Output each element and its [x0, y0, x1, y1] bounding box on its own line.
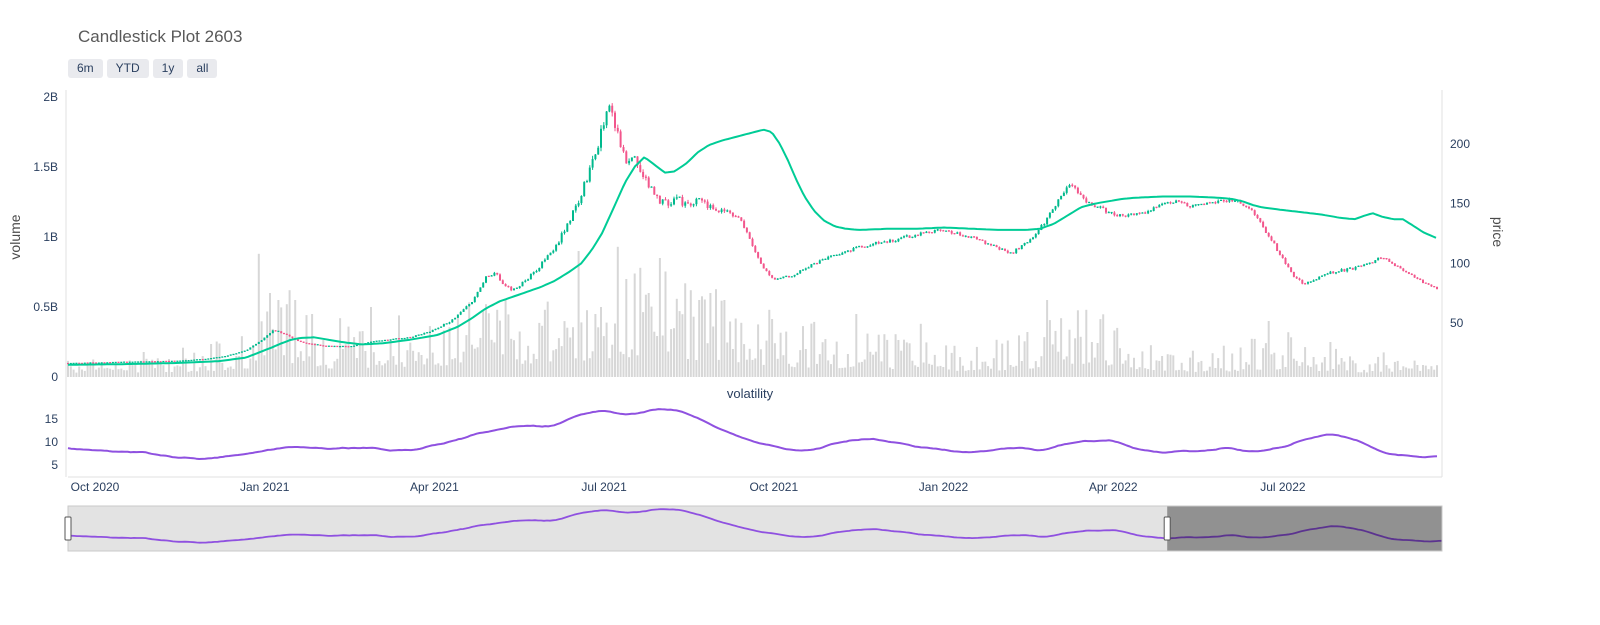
range-slider[interactable] — [68, 506, 1442, 551]
volume-axis-title: volume — [7, 214, 23, 259]
volatility-tick-label: 5 — [51, 458, 58, 472]
range-button-all[interactable]: all — [187, 59, 218, 78]
range-slider-mask — [1167, 506, 1442, 551]
price-axis-title: price — [1490, 217, 1506, 248]
x-tick-label: Jan 2022 — [919, 480, 969, 494]
volatility-tick-label: 15 — [45, 412, 59, 426]
volatility-subplot-title: volatility — [727, 386, 774, 401]
range-button-1y[interactable]: 1y — [152, 59, 184, 78]
volume-tick-label: 1.5B — [33, 160, 58, 174]
volume-tick-label: 1B — [43, 230, 58, 244]
range-button-ytd[interactable]: YTD — [106, 59, 149, 78]
range-selector: 6m YTD 1y all — [68, 59, 218, 78]
x-tick-label: Apr 2021 — [410, 480, 459, 494]
x-tick-label: Jul 2022 — [1260, 480, 1306, 494]
page-title: Candlestick Plot 2603 — [78, 27, 243, 46]
volatility-tick-label: 10 — [45, 435, 59, 449]
x-tick-label: Apr 2022 — [1089, 480, 1138, 494]
x-tick-label: Oct 2020 — [71, 480, 120, 494]
price-tick-label: 100 — [1450, 256, 1470, 270]
ma-line — [67, 128, 1437, 366]
volatility-line — [67, 408, 1438, 460]
range-slider-minimap-line — [67, 508, 1443, 544]
volume-tick-label: 0 — [51, 370, 58, 384]
plot-drag-area[interactable] — [68, 90, 1442, 377]
price-tick-label: 200 — [1450, 137, 1470, 151]
x-tick-label: Jan 2021 — [240, 480, 290, 494]
candlestick-series — [67, 103, 1438, 365]
volume-bars — [67, 246, 1438, 377]
axis-lines — [65, 90, 1443, 478]
range-slider-handle-left[interactable] — [64, 516, 72, 541]
price-tick-label: 50 — [1450, 316, 1464, 330]
x-tick-label: Oct 2021 — [749, 480, 798, 494]
range-button-6m[interactable]: 6m — [68, 59, 103, 78]
tick-labels: 0 0.5B 1B 1.5B 2B 50 100 150 200 5 10 15 Oct 2020 Jan… — [33, 90, 1470, 494]
volume-tick-label: 0.5B — [33, 300, 58, 314]
range-slider-handle-right[interactable] — [1163, 516, 1171, 541]
volume-tick-label: 2B — [43, 90, 58, 104]
x-tick-label: Jul 2021 — [581, 480, 627, 494]
price-tick-label: 150 — [1450, 197, 1470, 211]
